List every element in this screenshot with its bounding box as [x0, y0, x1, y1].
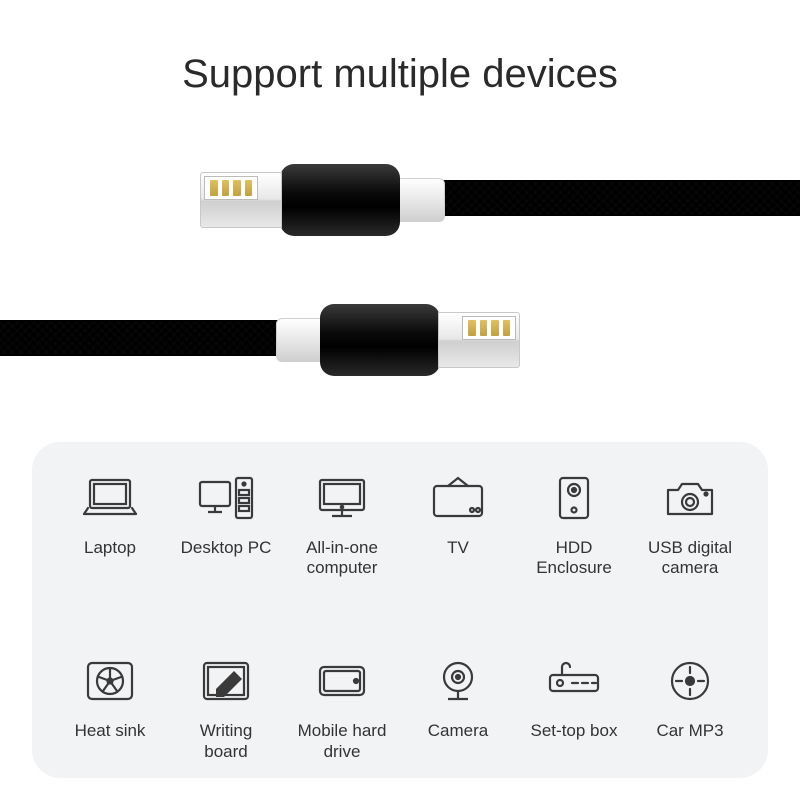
hdd-enclosure-icon [542, 466, 606, 530]
device-label: HDD Enclosure [516, 538, 632, 579]
device-laptop: Laptop [52, 466, 168, 558]
device-label: Writing board [200, 721, 253, 762]
device-label: USB digital camera [648, 538, 732, 579]
usb-a-pins-top [210, 180, 252, 196]
device-label: Mobile hard drive [298, 721, 387, 762]
webcam-icon [426, 649, 490, 713]
device-label: Camera [428, 721, 488, 741]
device-hdd-enclosure: HDD Enclosure [516, 466, 632, 579]
device-car-mp3: Car MP3 [632, 649, 748, 741]
device-heat-sink: Heat sink [52, 649, 168, 741]
device-panel: Laptop Desktop PC All-in-one computer TV [32, 442, 768, 778]
car-mp3-icon [658, 649, 722, 713]
tv-icon [426, 466, 490, 530]
usb-a-pins-bottom [468, 320, 510, 336]
mobile-hdd-icon [310, 649, 374, 713]
device-desktop-pc: Desktop PC [168, 466, 284, 558]
device-writing-board: Writing board [168, 649, 284, 762]
writing-board-icon [194, 649, 258, 713]
device-mobile-hdd: Mobile hard drive [284, 649, 400, 762]
heat-sink-icon [78, 649, 142, 713]
laptop-icon [78, 466, 142, 530]
device-usb-camera: USB digital camera [632, 466, 748, 579]
cable-braid-bottom [0, 320, 280, 356]
cable-braid-top [440, 180, 800, 216]
cable-strain-bottom [276, 318, 326, 362]
all-in-one-icon [310, 466, 374, 530]
device-label: Laptop [84, 538, 136, 558]
device-tv: TV [400, 466, 516, 558]
device-label: Car MP3 [656, 721, 723, 741]
product-illustration [0, 120, 800, 420]
device-set-top-box: Set-top box [516, 649, 632, 741]
device-label: Set-top box [531, 721, 618, 741]
page-title: Support multiple devices [0, 52, 800, 97]
cable-shell-bottom [320, 304, 440, 376]
device-row-1: Laptop Desktop PC All-in-one computer TV [52, 466, 748, 579]
device-label: Desktop PC [181, 538, 272, 558]
device-all-in-one: All-in-one computer [284, 466, 400, 579]
device-label: Heat sink [75, 721, 146, 741]
set-top-box-icon [542, 649, 606, 713]
device-row-2: Heat sink Writing board Mobile hard driv… [52, 649, 748, 762]
device-label: TV [447, 538, 469, 558]
device-label: All-in-one computer [306, 538, 378, 579]
desktop-pc-icon [194, 466, 258, 530]
usb-camera-icon [658, 466, 722, 530]
cable-shell-top [280, 164, 400, 236]
cable-strain-top [395, 178, 445, 222]
device-webcam: Camera [400, 649, 516, 741]
